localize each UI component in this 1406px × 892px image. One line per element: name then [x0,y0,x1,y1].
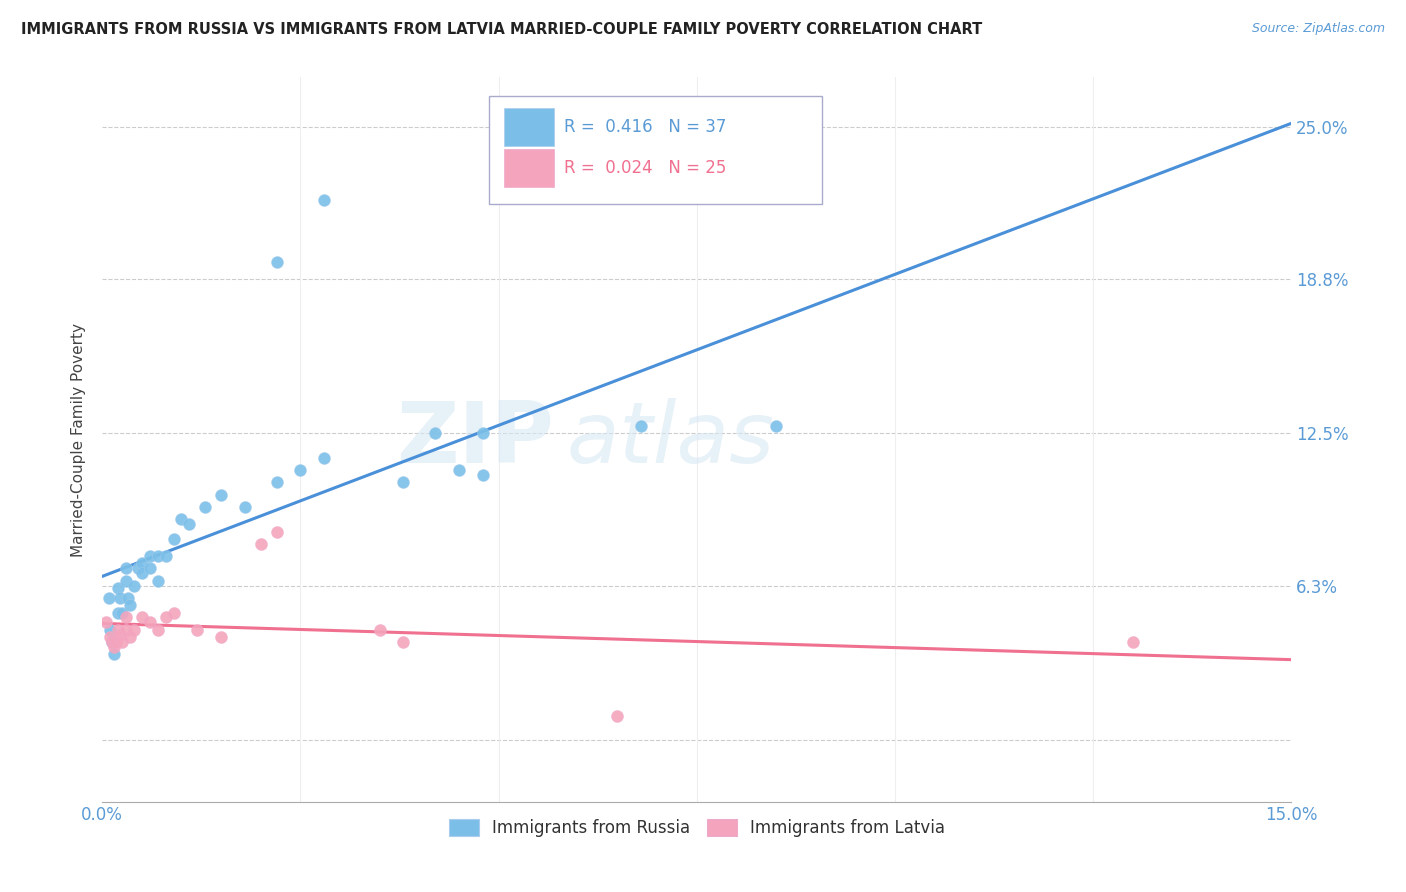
Point [107,581,129,595]
Point [368,623,391,637]
FancyBboxPatch shape [489,95,821,204]
Point [630,419,652,434]
Point [179,517,201,532]
Point [249,537,271,551]
Point [115,623,138,637]
Point [209,630,232,644]
Point [103,640,125,654]
Point [155,549,177,563]
Point [392,475,415,490]
Point [111,635,134,649]
Point [471,468,494,483]
Point [139,561,162,575]
Legend: Immigrants from Russia, Immigrants from Latvia: Immigrants from Russia, Immigrants from … [441,813,952,844]
Point [314,193,336,207]
Point [97,591,120,605]
Text: R =  0.416   N = 37: R = 0.416 N = 37 [564,118,725,136]
Point [146,549,169,563]
Text: Source: ZipAtlas.com: Source: ZipAtlas.com [1251,22,1385,36]
Text: atlas: atlas [567,398,773,481]
Point [765,419,787,434]
Point [162,606,184,620]
FancyBboxPatch shape [505,108,554,145]
Point [118,630,141,644]
Point [98,630,121,644]
Point [194,500,217,514]
Point [105,635,128,649]
Point [314,450,336,465]
Point [146,574,169,588]
Point [131,557,153,571]
Point [131,566,153,581]
Point [139,549,162,563]
Y-axis label: Married-Couple Family Poverty: Married-Couple Family Poverty [72,323,86,557]
Point [606,708,628,723]
Point [471,426,494,441]
Point [100,635,122,649]
Point [100,635,122,649]
Point [209,488,232,502]
Point [266,524,288,539]
Point [447,463,470,477]
Point [146,623,169,637]
Point [127,561,149,575]
Point [233,500,256,514]
Text: ZIP: ZIP [396,398,554,481]
Point [266,475,288,490]
Point [111,606,134,620]
Point [266,254,288,268]
Point [108,627,131,641]
Point [115,610,138,624]
Point [98,623,121,637]
Point [186,623,208,637]
FancyBboxPatch shape [505,149,554,186]
Point [139,615,162,630]
Text: IMMIGRANTS FROM RUSSIA VS IMMIGRANTS FROM LATVIA MARRIED-COUPLE FAMILY POVERTY C: IMMIGRANTS FROM RUSSIA VS IMMIGRANTS FRO… [21,22,983,37]
Point [290,463,312,477]
Point [118,598,141,612]
Point [103,648,125,662]
Point [155,610,177,624]
Point [122,623,145,637]
Point [115,561,138,575]
Point [115,574,138,588]
Point [108,591,131,605]
Point [117,591,139,605]
Point [170,512,193,526]
Point [96,615,118,630]
Point [107,606,129,620]
Point [425,426,447,441]
Point [122,578,145,592]
Point [107,623,129,637]
Point [162,532,184,546]
Point [392,635,415,649]
Point [1122,635,1144,649]
Text: R =  0.024   N = 25: R = 0.024 N = 25 [564,159,725,177]
Point [131,610,153,624]
